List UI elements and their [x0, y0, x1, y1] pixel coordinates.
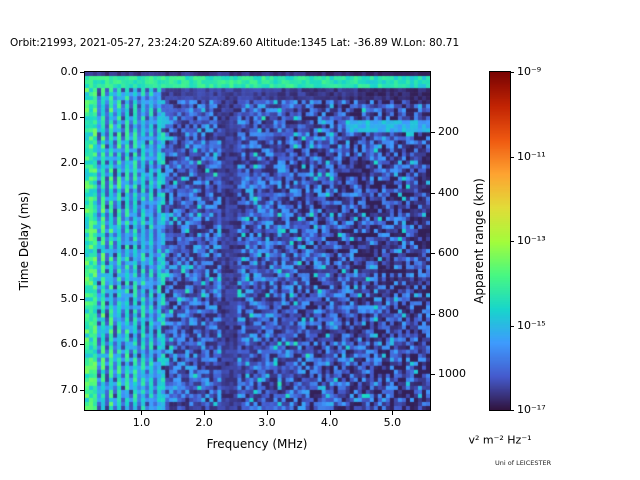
- colorbar-tick-mark: [510, 156, 514, 158]
- x-tick-label: 5.0: [383, 416, 402, 429]
- y-tick-label: 0.0: [60, 65, 79, 78]
- colorbar-units-label: v² m⁻² Hz⁻¹: [468, 433, 532, 447]
- x-tick-mark: [392, 411, 394, 415]
- x-tick-label: 1.0: [132, 416, 151, 429]
- range-tick-label: 200: [438, 125, 459, 139]
- colorbar-tick-mark: [510, 241, 514, 242]
- credit-text: Uni of LEICESTER: [495, 459, 552, 467]
- y-tick-label: 5.0: [60, 291, 79, 305]
- colorbar-tick-label: 10⁻¹³: [517, 234, 546, 247]
- y-tick-label: 1.0: [60, 110, 79, 124]
- heatmap-canvas: [85, 72, 430, 410]
- range-tick-mark: [431, 132, 435, 134]
- x-tick-mark: [266, 411, 268, 415]
- y-tick-mark: [80, 117, 84, 119]
- x-tick-mark: [141, 411, 143, 415]
- y-tick-label: 7.0: [60, 382, 79, 396]
- colorbar-tick-mark: [510, 325, 514, 327]
- x-tick-mark: [204, 411, 206, 415]
- y-tick-mark: [80, 344, 84, 346]
- x-tick-label: 3.0: [258, 416, 276, 429]
- x-tick-mark: [329, 411, 331, 415]
- y-tick-mark: [80, 389, 84, 391]
- y-tick-mark: [80, 208, 84, 210]
- y-tick-mark: [80, 162, 84, 164]
- y-tick-mark: [80, 298, 84, 300]
- range-tick-mark: [431, 192, 435, 194]
- colorbar-tick-label: 10⁻⁹: [517, 65, 542, 78]
- y-tick-label: 2.0: [60, 155, 79, 169]
- range-tick-mark: [431, 374, 435, 376]
- plot-title: Orbit:21993, 2021-05-27, 23:24:20 SZA:89…: [10, 37, 460, 49]
- range-tick-mark: [431, 253, 435, 255]
- y-tick-mark: [80, 253, 84, 255]
- range-tick-label: 600: [438, 246, 459, 260]
- x-tick-label: 4.0: [320, 416, 339, 429]
- y-tick-label: 4.0: [60, 246, 79, 260]
- y-tick-label: 3.0: [60, 201, 79, 215]
- y-axis-label-right: Apparent range (km): [472, 178, 486, 304]
- colorbar-tick-label: 10⁻¹⁷: [517, 403, 546, 416]
- x-axis-label: Frequency (MHz): [206, 437, 308, 451]
- colorbar-tick-label: 10⁻¹¹: [517, 149, 546, 163]
- y-axis-label-left: Time Delay (ms): [17, 191, 31, 291]
- y-tick-mark: [80, 72, 84, 73]
- y-tick-label: 6.0: [60, 337, 79, 351]
- range-tick-label: 1000: [438, 367, 466, 381]
- range-tick-mark: [431, 313, 435, 315]
- x-tick-label: 2.0: [195, 416, 213, 429]
- colorbar-tick-mark: [510, 72, 514, 73]
- colorbar-tick-mark: [510, 410, 514, 411]
- colorbar: [489, 71, 511, 411]
- colorbar-tick-label: 10⁻¹⁵: [517, 318, 546, 332]
- plot-area: [84, 71, 431, 411]
- range-tick-label: 800: [438, 306, 459, 320]
- range-tick-label: 400: [438, 185, 459, 199]
- colorbar-canvas: [490, 72, 510, 410]
